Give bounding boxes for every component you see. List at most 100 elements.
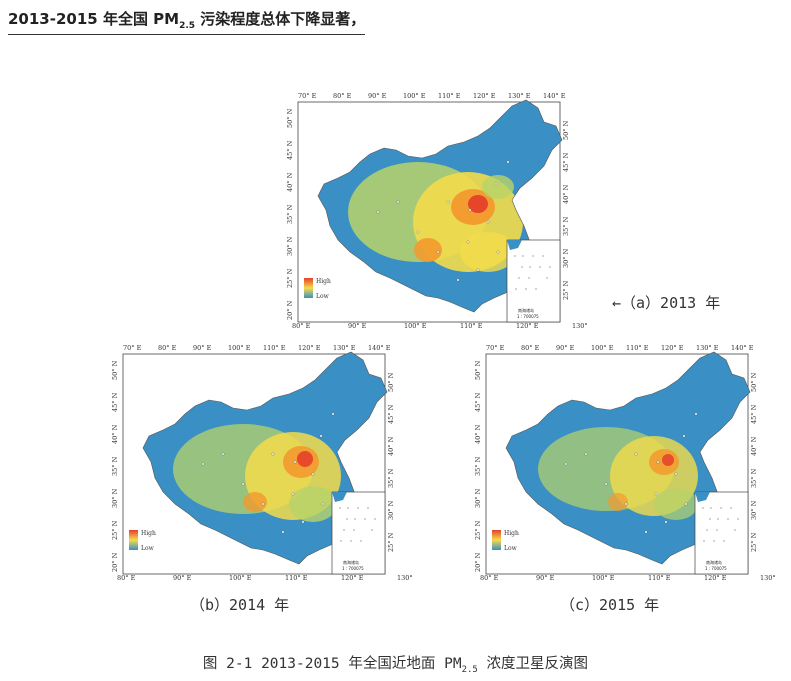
latitude-tick-label: 20° N: [286, 300, 294, 320]
latitude-tick-label: 45° N: [562, 152, 570, 172]
legend-low-label: Low: [141, 545, 155, 552]
pm25-concentration-area: [608, 493, 628, 511]
latitude-tick-label: 35° N: [562, 216, 570, 236]
latitude-tick-label: 30° N: [286, 236, 294, 256]
longitude-tick-label: 130° E: [760, 574, 778, 580]
latitude-tick-label: 25° N: [750, 532, 758, 552]
latitude-tick-label: 45° N: [387, 404, 395, 424]
latitude-tick-label: 35° N: [286, 204, 294, 224]
longitude-tick-label: 100° E: [229, 574, 252, 580]
figure-caption: 图 2-1 2013-2015 年全国近地面 PM2.5 浓度卫星反演图: [202, 656, 589, 675]
longitude-tick-label: 80° E: [117, 574, 136, 580]
longitude-tick-label: 140° E: [731, 344, 754, 352]
china-outline: [317, 99, 563, 313]
legend: High Low: [129, 530, 156, 552]
latitude-tick-label: 20° N: [111, 552, 119, 572]
map-2013: 南海诸岛 1 : 700075 High Low 70° E 80° E 90° E 100°…: [270, 88, 590, 328]
pm25-concentration-area: [662, 454, 674, 466]
latitude-tick-label: 40° N: [387, 436, 395, 456]
legend-low-label: Low: [504, 545, 518, 552]
inset-scale: 1 : 700075: [517, 314, 539, 319]
longitude-tick-label: 130° E: [696, 344, 719, 352]
latitude-tick-label: 25° N: [387, 532, 395, 552]
latitude-tick-label: 45° N: [111, 392, 119, 412]
legend-high-label: High: [141, 530, 156, 537]
pm25-concentration-area: [460, 232, 516, 272]
longitude-tick-label: 110° E: [460, 322, 483, 328]
latitude-tick-label: 25° N: [286, 268, 294, 288]
latitude-tick-label: 35° N: [474, 456, 482, 476]
longitude-tick-label: 110° E: [285, 574, 308, 580]
latitude-tick-label: 45° N: [750, 404, 758, 424]
legend: High Low: [304, 278, 331, 300]
longitude-tick-label: 80° E: [292, 322, 311, 328]
longitude-tick-label: 100° E: [404, 322, 427, 328]
latitude-tick-label: 50° N: [562, 120, 570, 140]
latitude-tick-label: 35° N: [387, 468, 395, 488]
latitude-tick-label: 30° N: [750, 500, 758, 520]
pm25-concentration-area: [414, 238, 442, 262]
longitude-tick-label: 90° E: [368, 92, 387, 100]
longitude-tick-label: 70° E: [123, 344, 142, 352]
section-heading: 2013-2015 年全国 PM2.5 污染程度总体下降显著，: [8, 8, 366, 35]
caption-2014: （b）2014 年: [190, 596, 290, 614]
legend-low-label: Low: [316, 293, 330, 300]
latitude-tick-label: 35° N: [111, 456, 119, 476]
latitude-tick-label: 25° N: [111, 520, 119, 540]
map-2015: 南海诸岛 1 : 700075 High Low 70° E 80° E 90° E 100°…: [458, 340, 778, 580]
longitude-tick-label: 100° E: [228, 344, 251, 352]
pm25-concentration-area: [654, 488, 698, 520]
longitude-tick-label: 90° E: [556, 344, 575, 352]
longitude-tick-label: 120° E: [704, 574, 727, 580]
longitude-tick-label: 120° E: [516, 322, 539, 328]
latitude-tick-label: 45° N: [286, 140, 294, 160]
latitude-tick-label: 30° N: [474, 488, 482, 508]
longitude-tick-label: 130° E: [333, 344, 356, 352]
longitude-tick-label: 90° E: [193, 344, 212, 352]
longitude-tick-label: 100° E: [592, 574, 615, 580]
longitude-tick-label: 90° E: [536, 574, 555, 580]
latitude-tick-label: 40° N: [474, 424, 482, 444]
latitude-tick-label: 50° N: [286, 108, 294, 128]
pm25-concentration-area: [297, 451, 313, 467]
latitude-tick-label: 30° N: [387, 500, 395, 520]
longitude-tick-label: 110° E: [438, 92, 461, 100]
longitude-tick-label: 120° E: [341, 574, 364, 580]
inset-scale: 1 : 700075: [342, 566, 364, 571]
latitude-tick-label: 20° N: [474, 552, 482, 572]
longitude-tick-label: 120° E: [661, 344, 684, 352]
inset-label: 南海诸岛: [518, 307, 534, 313]
china-outline: [142, 351, 388, 565]
latitude-tick-label: 50° N: [111, 360, 119, 380]
longitude-tick-label: 80° E: [480, 574, 499, 580]
china-outline: [505, 351, 751, 565]
latitude-tick-label: 50° N: [750, 372, 758, 392]
latitude-tick-label: 30° N: [562, 248, 570, 268]
longitude-tick-label: 110° E: [626, 344, 649, 352]
latitude-tick-label: 25° N: [474, 520, 482, 540]
latitude-tick-label: 50° N: [474, 360, 482, 380]
longitude-tick-label: 80° E: [521, 344, 540, 352]
pm25-concentration-area: [468, 195, 488, 213]
longitude-tick-label: 110° E: [263, 344, 286, 352]
longitude-tick-label: 110° E: [648, 574, 671, 580]
inset-scale: 1 : 700075: [705, 566, 727, 571]
latitude-tick-label: 45° N: [474, 392, 482, 412]
longitude-tick-label: 100° E: [591, 344, 614, 352]
legend-high-label: High: [504, 530, 519, 537]
longitude-tick-label: 70° E: [298, 92, 317, 100]
latitude-tick-label: 30° N: [111, 488, 119, 508]
latitude-tick-label: 40° N: [750, 436, 758, 456]
longitude-tick-label: 80° E: [333, 92, 352, 100]
longitude-tick-label: 90° E: [173, 574, 192, 580]
legend-high-label: High: [316, 278, 331, 285]
legend: High Low: [492, 530, 519, 552]
caption-2015: （c）2015 年: [560, 596, 660, 614]
longitude-tick-label: 130° E: [397, 574, 415, 580]
latitude-tick-label: 50° N: [387, 372, 395, 392]
latitude-tick-label: 40° N: [286, 172, 294, 192]
caption-2013: ←（a）2013 年: [612, 294, 721, 312]
pm25-concentration-area: [289, 486, 337, 522]
longitude-tick-label: 120° E: [473, 92, 496, 100]
